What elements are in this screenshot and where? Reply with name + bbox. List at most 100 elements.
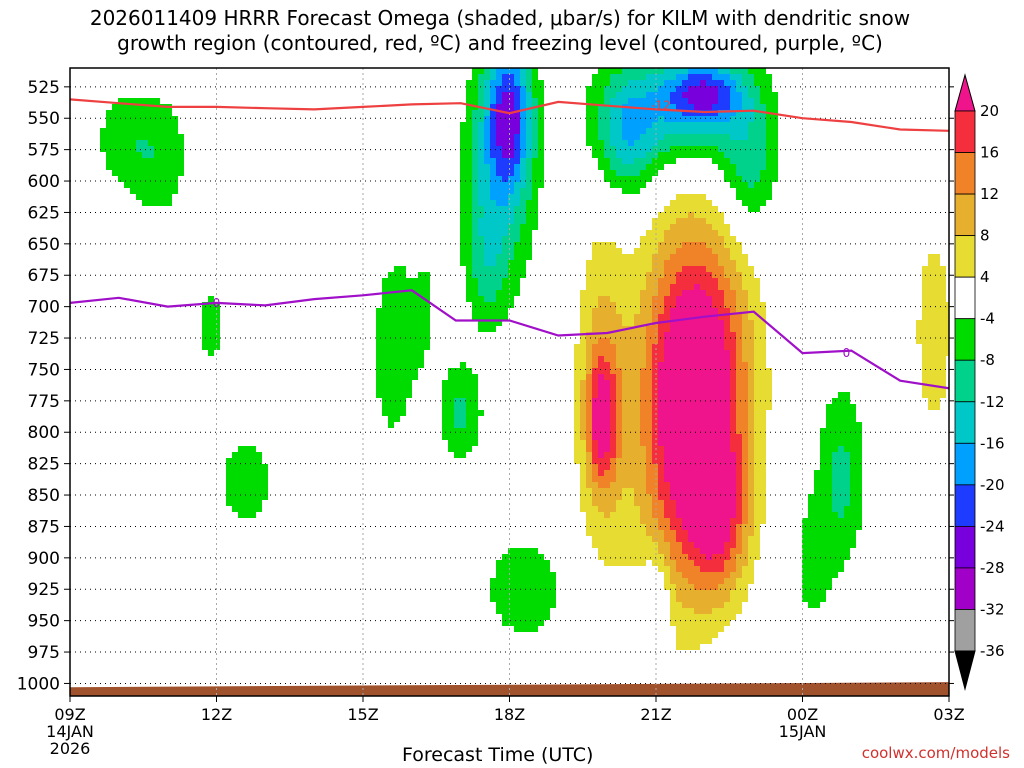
omega-cell — [694, 566, 700, 590]
omega-cell — [688, 212, 694, 242]
omega-cell — [148, 146, 154, 158]
omega-cell — [670, 134, 676, 146]
freezing-contour-label: 0 — [213, 296, 221, 310]
omega-cell — [766, 368, 772, 410]
omega-cell — [658, 362, 664, 446]
omega-cell — [598, 512, 604, 560]
omega-cell — [502, 206, 508, 236]
y-tick-label: 750 — [28, 360, 60, 380]
omega-cell — [808, 494, 814, 608]
omega-cell — [700, 242, 706, 266]
omega-cell — [682, 530, 688, 554]
omega-cell — [634, 80, 640, 98]
colorbar-over-triangle — [954, 73, 976, 112]
omega-cell — [688, 290, 694, 542]
omega-cell — [718, 110, 724, 122]
omega-cell — [712, 278, 718, 308]
omega-cell — [670, 308, 676, 500]
omega-cell — [622, 254, 628, 326]
omega-cell — [670, 284, 676, 308]
omega-cell — [592, 440, 598, 464]
omega-cell — [664, 80, 670, 122]
omega-cell — [694, 146, 700, 158]
omega-cell — [610, 302, 616, 344]
x-tick-label: 21Z — [640, 705, 671, 724]
omega-cell — [664, 230, 670, 260]
omega-cell — [508, 68, 514, 74]
omega-cell — [664, 260, 670, 296]
omega-cell — [736, 92, 742, 110]
colorbar-label: -8 — [980, 351, 995, 369]
x-tick-year-label: 2026 — [50, 739, 91, 758]
omega-cell — [544, 560, 550, 620]
x-tick-date-label: 14JAN — [46, 722, 94, 741]
omega-cell — [178, 134, 184, 176]
omega-cell — [604, 86, 610, 158]
omega-cell — [616, 248, 622, 314]
title-line-1: 2026011409 HRRR Forecast Omega (shaded, … — [89, 6, 911, 30]
omega-cell — [598, 140, 604, 170]
omega-cell — [682, 554, 688, 578]
omega-cell — [592, 506, 598, 548]
omega-cell — [736, 242, 742, 272]
omega-cell — [724, 350, 730, 542]
omega-cell — [532, 98, 538, 158]
colorbar-segment — [954, 235, 976, 278]
omega-cell — [724, 602, 730, 626]
omega-cell — [592, 482, 598, 506]
colorbar-label: 12 — [980, 185, 999, 203]
omega-cell — [550, 572, 556, 608]
omega-cell — [670, 80, 676, 92]
omega-cell — [646, 68, 652, 74]
omega-cell — [772, 92, 778, 182]
omega-cell — [652, 518, 658, 542]
omega-cell — [580, 380, 586, 440]
omega-cell — [640, 524, 646, 566]
omega-cell — [844, 392, 850, 452]
omega-cell — [496, 254, 502, 290]
colorbar-segment — [954, 152, 976, 195]
omega-cell — [490, 200, 496, 266]
colorbar-segment — [954, 442, 976, 486]
omega-cell — [610, 482, 616, 512]
omega-cell — [838, 518, 844, 572]
omega-cell — [706, 110, 712, 116]
omega-cell — [454, 368, 460, 398]
omega-cell — [766, 74, 772, 200]
omega-cell — [724, 560, 730, 578]
omega-cell — [478, 206, 484, 218]
omega-cell — [652, 122, 658, 146]
omega-cell — [700, 290, 706, 554]
omega-cell — [604, 242, 610, 296]
omega-cell — [712, 590, 718, 608]
omega-cell — [730, 518, 736, 548]
dgz-contour-label: -12 — [651, 99, 671, 113]
colorbar-label: 16 — [980, 144, 999, 162]
omega-cell — [586, 86, 592, 146]
omega-cell — [502, 158, 508, 182]
omega-cell — [508, 548, 514, 626]
x-tick-label: 09Z — [54, 705, 85, 724]
y-tick-label: 550 — [28, 109, 60, 129]
omega-cell — [598, 68, 604, 104]
omega-cell — [520, 224, 526, 278]
omega-cell — [724, 74, 730, 86]
omega-cell — [586, 260, 592, 332]
omega-cell — [592, 464, 598, 482]
omega-cell — [748, 68, 754, 74]
omega-cell — [718, 122, 724, 134]
omega-cell — [496, 290, 502, 326]
omega-cell — [646, 326, 652, 494]
omega-cell — [664, 482, 670, 518]
omega-cell — [496, 68, 502, 86]
credit-link[interactable]: coolwx.com/models — [861, 744, 1010, 762]
omega-cell — [694, 122, 700, 134]
omega-cell — [508, 224, 514, 260]
omega-cell — [718, 212, 724, 236]
omega-cell — [706, 200, 712, 224]
omega-cell — [640, 68, 646, 80]
omega-cell — [592, 344, 598, 368]
omega-cell — [514, 68, 520, 86]
omega-cell — [148, 98, 154, 146]
omega-cell — [160, 104, 166, 206]
